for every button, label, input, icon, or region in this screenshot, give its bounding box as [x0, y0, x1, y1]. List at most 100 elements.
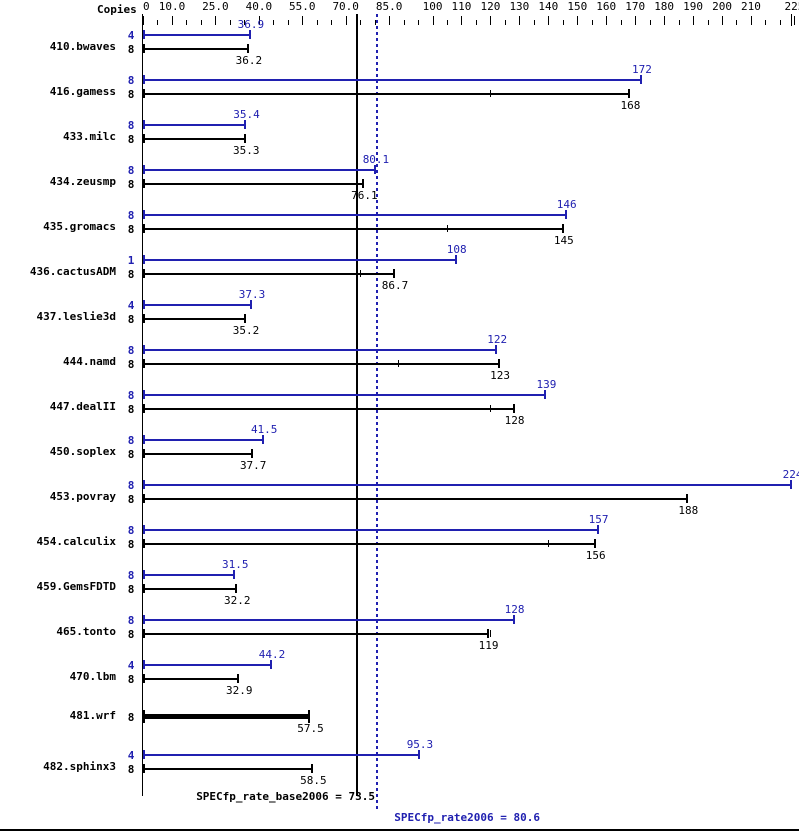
bar-start-cap: [143, 494, 145, 503]
benchmark-label: 436.cactusADM: [29, 265, 116, 278]
base-bar: [143, 93, 630, 95]
copies-count: 8: [127, 223, 135, 236]
axis-tick-minor: [779, 20, 781, 25]
bar-end-cap: [269, 660, 272, 669]
copies-count: 8: [127, 164, 135, 177]
bar-start-cap: [143, 660, 145, 669]
bar-start-cap: [143, 165, 145, 174]
base-bar: [143, 273, 394, 275]
axis-tick-minor: [504, 20, 506, 25]
bar-end-cap: [495, 345, 498, 354]
bar-median-tick: [490, 630, 492, 637]
axis-tick-minor: [331, 20, 333, 25]
base-value-label: 35.2: [232, 324, 260, 337]
benchmark-label: 481.wrf: [69, 709, 116, 722]
bar-start-cap: [143, 89, 145, 98]
bar-start-cap: [143, 390, 145, 399]
axis-tick-major: [750, 16, 752, 25]
base-bar: [143, 543, 595, 545]
axis-tick-label: 120: [480, 0, 501, 13]
axis-tick-major: [794, 16, 796, 25]
base-value-label: 35.3: [232, 144, 260, 157]
bar-end-cap: [564, 210, 567, 219]
axis-tick-minor: [765, 20, 767, 25]
base-value-label: 123: [490, 369, 511, 382]
benchmark-label: 450.soplex: [49, 445, 116, 458]
axis-tick-label: 70.0: [332, 0, 359, 13]
axis-tick-major: [302, 16, 304, 25]
bar-end-cap: [512, 615, 515, 624]
bar-end-cap: [362, 179, 365, 188]
bar-end-cap: [486, 629, 489, 638]
copies-count: 8: [127, 448, 135, 461]
axis-tick-major: [606, 16, 608, 25]
bar-start-cap: [143, 570, 145, 579]
bar-start-cap: [143, 764, 145, 773]
peak-value-label: 95.3: [406, 738, 434, 751]
copies-count: 8: [127, 479, 135, 492]
base-value-label: 188: [678, 504, 699, 517]
bar-end-cap: [246, 44, 249, 53]
benchmark-label: 459.GemsFDTD: [36, 580, 116, 593]
peak-bar: [143, 169, 375, 171]
axis-tick-minor: [273, 20, 275, 25]
axis-right-end: [791, 14, 792, 26]
copies-count: 4: [127, 299, 135, 312]
bar-start-cap: [143, 674, 145, 683]
axis-tick-minor: [200, 20, 202, 25]
axis-tick-label: 190: [683, 0, 704, 13]
bar-end-cap: [308, 710, 311, 723]
peak-value-label: 224: [782, 468, 799, 481]
peak-value-label: 139: [536, 378, 557, 391]
base-value-label: 76.1: [351, 189, 378, 202]
bar-end-cap: [373, 165, 376, 174]
bar-median-tick: [490, 405, 492, 412]
bar-end-cap: [512, 404, 515, 413]
peak-value-label: 122: [487, 333, 508, 346]
peak-bar: [143, 754, 419, 756]
copies-count: 4: [127, 29, 135, 42]
axis-tick-minor: [678, 20, 680, 25]
peak-value-label: 80.1: [362, 153, 390, 166]
benchmark-label: 434.zeusmp: [49, 175, 116, 188]
copies-count: 8: [127, 358, 135, 371]
peak-value-label: 35.4: [233, 108, 260, 121]
copies-count: 8: [127, 493, 135, 506]
bar-start-cap: [143, 30, 145, 39]
axis-baseline: [142, 14, 143, 796]
benchmark-label: 435.gromacs: [43, 220, 116, 233]
peak-bar: [143, 529, 598, 531]
peak-bar: [143, 124, 246, 126]
bar-start-cap: [143, 255, 145, 264]
bar-start-cap: [143, 629, 145, 638]
base-value-label: 32.9: [226, 684, 253, 697]
bar-median-tick: [446, 225, 448, 232]
copies-count: 8: [127, 133, 135, 146]
copies-count: 4: [127, 749, 135, 762]
base-value-label: 156: [585, 549, 606, 562]
axis-tick-minor: [620, 20, 622, 25]
copies-count: 8: [127, 344, 135, 357]
axis-tick-label: 225: [784, 0, 799, 13]
peak-value-label: 41.5: [250, 423, 278, 436]
peak-value-label: 37.3: [238, 288, 266, 301]
bar-start-cap: [143, 120, 145, 129]
base-value-label: 145: [553, 234, 574, 247]
base-bar: [143, 768, 313, 770]
benchmark-label: 482.sphinx3: [43, 760, 116, 773]
copies-count: 8: [127, 524, 135, 537]
benchmark-label: 465.tonto: [56, 625, 116, 638]
axis-tick-label: 180: [654, 0, 675, 13]
bar-start-cap: [143, 269, 145, 278]
bar-start-cap: [143, 134, 145, 143]
bar-start-cap: [143, 44, 145, 53]
peak-bar: [143, 574, 235, 576]
peak-value-label: 146: [556, 198, 577, 211]
copies-count: 8: [127, 628, 135, 641]
base-bar: [143, 363, 500, 365]
bar-start-cap: [143, 210, 145, 219]
axis-tick-minor: [562, 20, 564, 25]
bar-end-cap: [251, 449, 254, 458]
axis-tick-major: [215, 16, 217, 25]
